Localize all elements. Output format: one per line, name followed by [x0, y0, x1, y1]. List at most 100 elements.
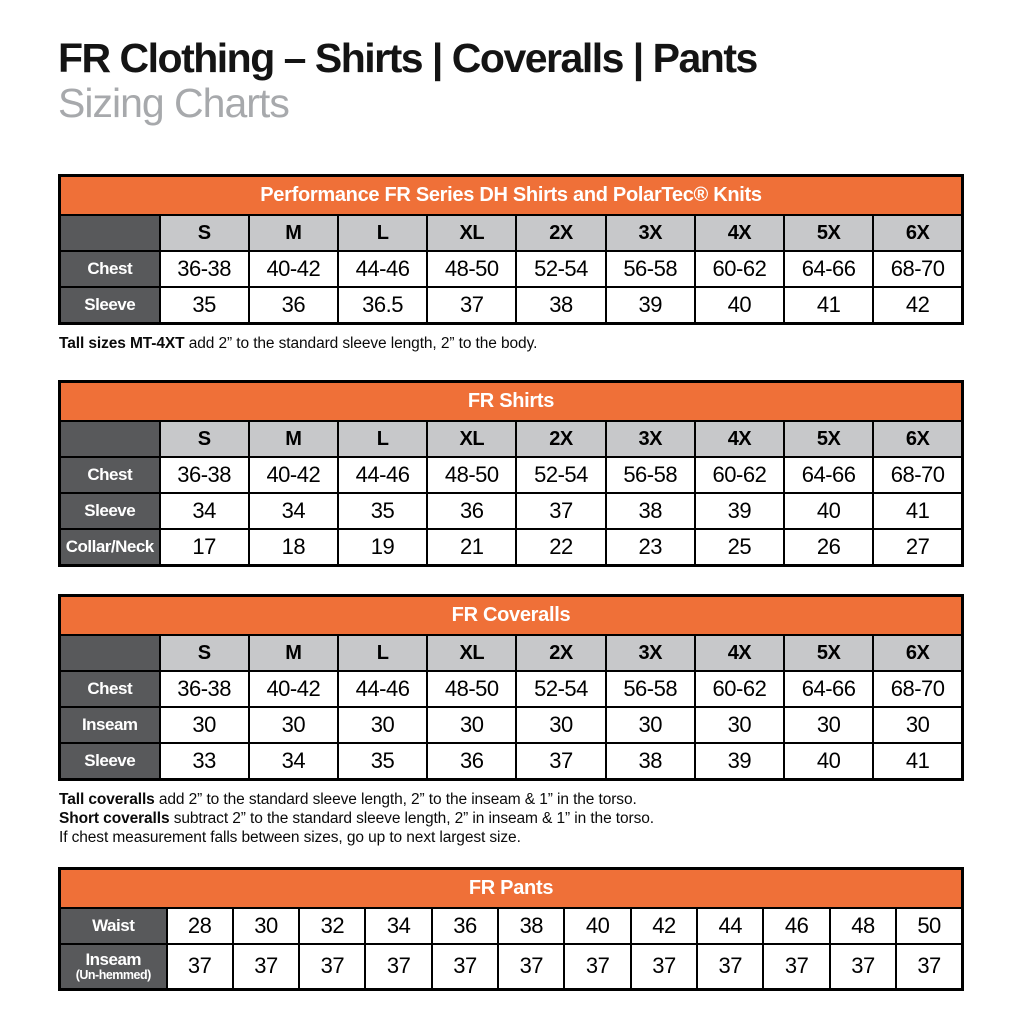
- table-row-collar-neck: Collar/Neck 17 18 19 21 22 23 25 26 27: [58, 528, 964, 567]
- performance-table-notes: Tall sizes MT-4XT add 2” to the standard…: [58, 334, 966, 353]
- note-text: add 2” to the standard sleeve length, 2”…: [154, 790, 637, 808]
- value-cell: 37: [828, 943, 898, 991]
- column-header-5x: 5X: [783, 214, 875, 253]
- fr-coveralls-table-notes: Tall coveralls add 2” to the standard sl…: [58, 790, 966, 847]
- row-header-chest: Chest: [58, 670, 161, 709]
- table-note: Tall coveralls add 2” to the standard sl…: [59, 790, 966, 809]
- value-cell: 42: [629, 907, 699, 946]
- value-cell: 36-38: [158, 456, 250, 495]
- value-cell: 40: [693, 286, 786, 325]
- value-cell: 36: [430, 907, 500, 946]
- row-header-waist: Waist: [58, 907, 168, 946]
- table-row-chest: Chest 36-38 40-42 44-46 48-50 52-54 56-58 60-62…: [58, 250, 964, 289]
- value-cell: 26: [783, 528, 875, 567]
- column-header-3x: 3X: [604, 634, 696, 673]
- value-cell: 56-58: [604, 250, 696, 289]
- value-cell: 37: [515, 492, 607, 531]
- value-cell: 36: [426, 742, 518, 781]
- value-cell: 56-58: [604, 456, 696, 495]
- value-cell: 38: [604, 742, 696, 781]
- value-cell: 39: [604, 286, 696, 325]
- row-header-collar-neck: Collar/Neck: [58, 528, 161, 567]
- table-title-row: FR Pants: [58, 867, 964, 910]
- column-header-2x: 2X: [515, 214, 607, 253]
- value-cell: 32: [298, 907, 367, 946]
- value-cell: 52-54: [515, 250, 607, 289]
- value-cell: 30: [247, 706, 339, 745]
- value-cell: 30: [426, 706, 518, 745]
- table-title-row: FR Shirts: [58, 380, 964, 423]
- value-cell: 37: [298, 943, 367, 991]
- row-header-label: Chest: [87, 679, 133, 699]
- value-cell: 60-62: [693, 670, 786, 709]
- row-header-chest: Chest: [58, 250, 161, 289]
- value-cell: 64-66: [783, 670, 875, 709]
- table-note: Tall sizes MT-4XT add 2” to the standard…: [59, 334, 966, 353]
- value-cell: 48: [828, 907, 898, 946]
- value-cell: 38: [604, 492, 696, 531]
- value-cell: 40-42: [247, 670, 339, 709]
- sizing-table-fr-coveralls: FR Coveralls S M L XL 2X 3X 4X 5X 6X Chest 36-38 40-…: [58, 593, 964, 781]
- table-title-row: FR Coveralls: [58, 594, 964, 637]
- column-header-2x: 2X: [515, 420, 607, 459]
- sizing-table-fr-pants: FR Pants Waist 28 30 32 34 36 38 40 42 44 46 48 50 Ins…: [58, 866, 964, 991]
- value-cell: 34: [364, 907, 433, 946]
- row-header-chest: Chest: [58, 456, 161, 495]
- row-header-label: Waist: [92, 916, 135, 936]
- column-header-5x: 5X: [783, 420, 875, 459]
- table-row-waist: Waist 28 30 32 34 36 38 40 42 44 46 48 50: [58, 907, 964, 946]
- value-cell: 36: [247, 286, 339, 325]
- section-fr-pants: FR Pants Waist 28 30 32 34 36 38 40 42 44 46 48 50 Ins…: [58, 866, 966, 991]
- table-row-chest: Chest 36-38 40-42 44-46 48-50 52-54 56-58 60-62…: [58, 456, 964, 495]
- section-fr-coveralls: FR Coveralls S M L XL 2X 3X 4X 5X 6X Chest 36-38 40-…: [58, 593, 966, 847]
- value-cell: 22: [515, 528, 607, 567]
- value-cell: 37: [165, 943, 234, 991]
- page-subtitle: Sizing Charts: [58, 80, 290, 127]
- value-cell: 34: [247, 492, 339, 531]
- value-cell: 30: [231, 907, 301, 946]
- value-cell: 19: [336, 528, 429, 567]
- sizing-table-fr-shirts: FR Shirts S M L XL 2X 3X 4X 5X 6X Chest 36-38 40-42 4…: [58, 379, 964, 567]
- value-cell: 40-42: [247, 250, 339, 289]
- value-cell: 23: [604, 528, 696, 567]
- value-cell: 64-66: [783, 456, 875, 495]
- section-fr-shirts: FR Shirts S M L XL 2X 3X 4X 5X 6X Chest 36-38 40-42 4…: [58, 379, 966, 567]
- value-cell: 37: [762, 943, 831, 991]
- row-header-sleeve: Sleeve: [58, 742, 161, 781]
- value-cell: 68-70: [872, 670, 964, 709]
- size-header-row: S M L XL 2X 3X 4X 5X 6X: [58, 420, 964, 459]
- note-text: If chest measurement falls between sizes…: [59, 828, 521, 846]
- value-cell: 33: [158, 742, 250, 781]
- value-cell: 36.5: [336, 286, 429, 325]
- value-cell: 37: [364, 943, 433, 991]
- column-header-l: L: [336, 420, 429, 459]
- value-cell: 37: [515, 742, 607, 781]
- column-header-m: M: [247, 214, 339, 253]
- value-cell: 48-50: [426, 456, 518, 495]
- value-cell: 17: [158, 528, 250, 567]
- row-header-label: Sleeve: [84, 294, 136, 314]
- value-cell: 40: [563, 907, 632, 946]
- value-cell: 30: [693, 706, 786, 745]
- row-header-inseam: Inseam: [58, 706, 161, 745]
- value-cell: 44: [696, 907, 765, 946]
- value-cell: 41: [783, 286, 875, 325]
- table-title-performance-fr-series-dh-shirts-and-pola: Performance FR Series DH Shirts and Pola…: [58, 174, 964, 217]
- column-header-m: M: [247, 634, 339, 673]
- value-cell: 36: [426, 492, 518, 531]
- column-header-3x: 3X: [604, 420, 696, 459]
- value-cell: 52-54: [515, 456, 607, 495]
- note-text: subtract 2” to the standard sleeve lengt…: [169, 809, 654, 827]
- value-cell: 30: [783, 706, 875, 745]
- note-bold-lead: Tall coveralls: [59, 790, 155, 808]
- value-cell: 37: [430, 943, 500, 991]
- table-row-sleeve: Sleeve 33 34 35 36 37 38 39 40 41: [58, 742, 964, 781]
- table-row-sleeve: Sleeve 35 36 36.5 37 38 39 40 41 42: [58, 286, 964, 325]
- value-cell: 21: [426, 528, 518, 567]
- column-header-xl: XL: [426, 634, 518, 673]
- value-cell: 68-70: [872, 250, 964, 289]
- value-cell: 37: [231, 943, 301, 991]
- column-header-s: S: [158, 214, 250, 253]
- row-header-sleeve: Sleeve: [58, 286, 161, 325]
- value-cell: 41: [872, 492, 964, 531]
